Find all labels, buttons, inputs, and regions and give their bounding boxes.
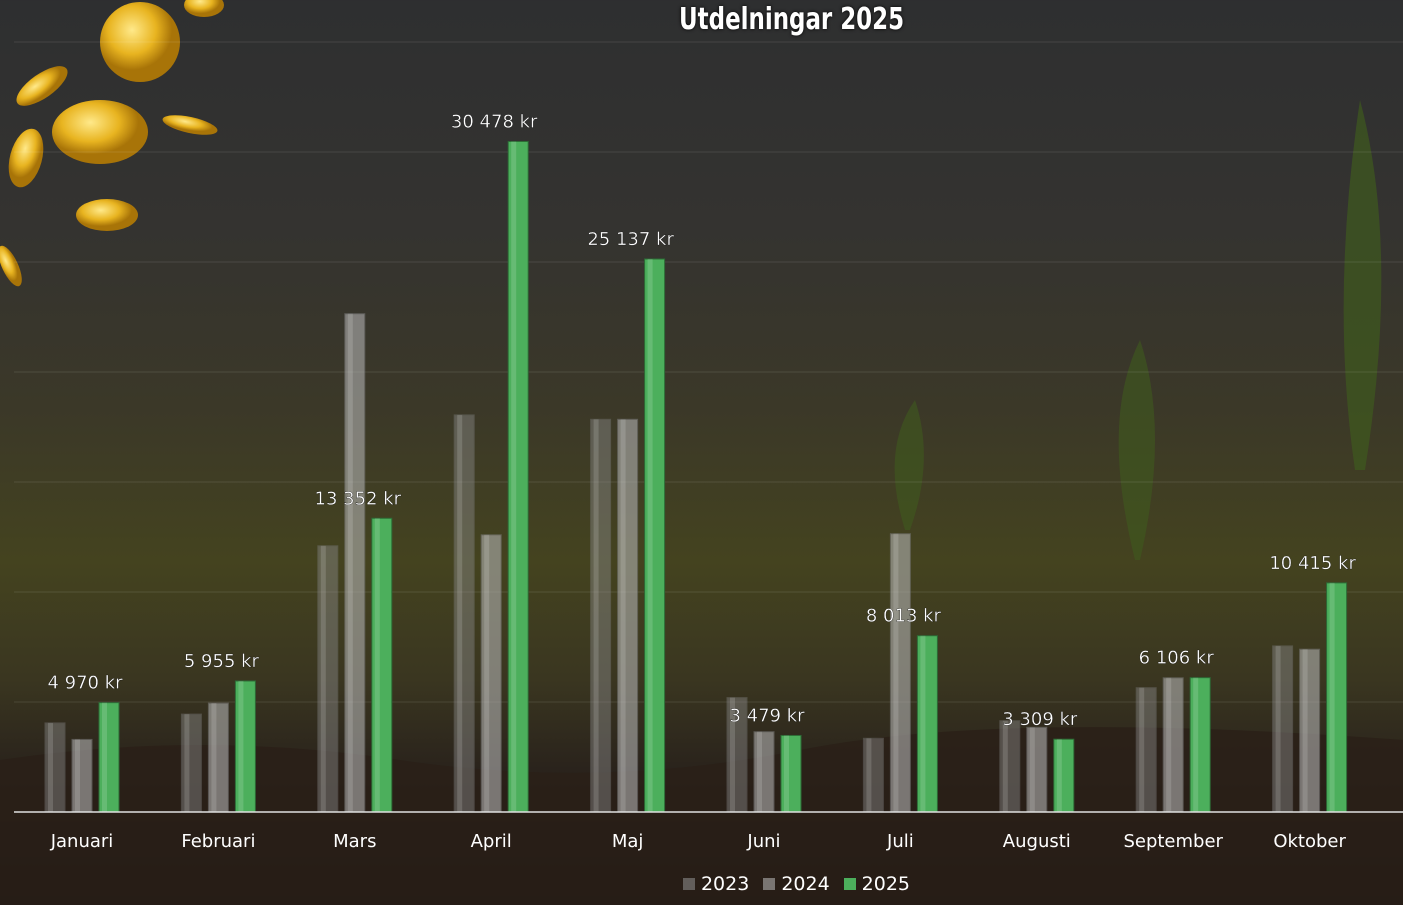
- bar-highlight: [511, 141, 517, 812]
- plant: [1118, 340, 1155, 560]
- bar-highlight: [1275, 645, 1281, 812]
- x-tick-label: Juli: [886, 831, 914, 852]
- x-tick-label: Mars: [333, 831, 376, 852]
- bar-highlight: [320, 545, 326, 812]
- legend-swatch: [843, 878, 856, 890]
- legend-swatch: [682, 878, 695, 890]
- legend: 2023 2024 2025: [0, 873, 1403, 895]
- legend-label: 2023: [700, 873, 750, 895]
- data-label: 4 970 kr: [47, 673, 123, 694]
- bar-highlight: [757, 731, 762, 812]
- bar-highlight: [1166, 677, 1172, 812]
- bar-highlight: [730, 697, 735, 812]
- bar-highlight: [48, 722, 53, 812]
- bar-highlight: [1029, 727, 1035, 812]
- bar-highlight: [1139, 687, 1145, 812]
- x-tick-label: Maj: [612, 831, 644, 852]
- bar-highlight: [784, 735, 789, 812]
- bar-highlight: [75, 739, 80, 812]
- legend-item-2024: 2024: [763, 873, 830, 895]
- data-label: 8 013 kr: [866, 606, 942, 627]
- x-tick-label: Oktober: [1273, 831, 1346, 852]
- data-label: 10 415 kr: [1269, 553, 1356, 574]
- data-label: 5 955 kr: [184, 651, 260, 672]
- legend-item-2023: 2023: [682, 873, 750, 895]
- x-tick-label: Februari: [181, 831, 255, 852]
- bar-highlight: [1193, 677, 1199, 812]
- data-label: 13 352 kr: [315, 488, 402, 509]
- x-tick-label: Januari: [50, 831, 114, 852]
- x-tick-label: April: [471, 831, 512, 852]
- plant: [1343, 100, 1382, 470]
- coin-icon: [184, 0, 224, 17]
- plant: [894, 400, 924, 530]
- bar-highlight: [457, 414, 463, 812]
- legend-swatch: [763, 878, 776, 890]
- bar-highlight: [593, 419, 599, 812]
- coin-icon: [100, 2, 180, 82]
- bar-highlight: [184, 714, 190, 812]
- coin-icon: [0, 245, 22, 287]
- legend-label: 2024: [781, 873, 830, 895]
- bar-highlight: [238, 680, 244, 812]
- bar-highlight: [102, 702, 107, 812]
- bar-highlight: [647, 258, 653, 813]
- bar-highlight: [920, 635, 926, 812]
- coin-icon: [8, 128, 44, 188]
- data-label: 3 309 kr: [1002, 709, 1078, 730]
- coin-icon: [16, 66, 68, 106]
- bar-highlight: [866, 738, 872, 812]
- legend-item-2025: 2025: [843, 873, 911, 895]
- bar-highlight: [347, 313, 353, 812]
- coin-icon: [52, 100, 148, 164]
- bar-highlight: [1002, 720, 1008, 812]
- chart-title: Utdelningar 2025: [679, 2, 905, 37]
- bar-highlight: [374, 518, 380, 812]
- coin-icon: [162, 115, 218, 135]
- data-label: 6 106 kr: [1139, 648, 1215, 669]
- data-label: 30 478 kr: [451, 111, 538, 132]
- bar-highlight: [893, 533, 899, 812]
- bar-highlight: [1056, 739, 1062, 812]
- bar-highlight: [1329, 582, 1335, 812]
- coin-icon: [76, 199, 138, 231]
- data-label: 25 137 kr: [587, 229, 674, 250]
- x-tick-label: Juni: [746, 831, 780, 852]
- bar-highlight: [211, 703, 217, 812]
- bar-highlight: [484, 534, 490, 812]
- bar-highlight: [1302, 649, 1308, 812]
- x-tick-label: September: [1123, 831, 1223, 852]
- data-label: 3 479 kr: [729, 705, 805, 726]
- x-tick-label: Augusti: [1003, 831, 1071, 852]
- legend-label: 2025: [861, 873, 911, 895]
- bar-highlight: [620, 419, 626, 812]
